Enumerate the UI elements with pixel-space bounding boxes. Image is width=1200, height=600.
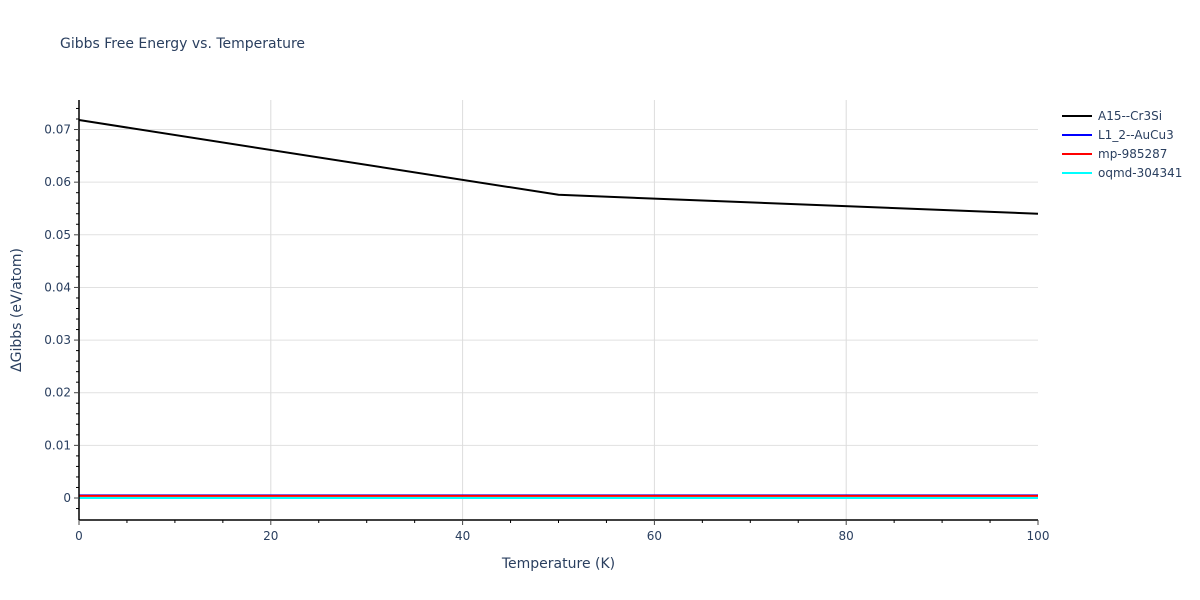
x-axis-title: Temperature (K) <box>501 556 615 572</box>
x-tick-label: 100 <box>1027 529 1050 543</box>
legend-line-icon <box>1062 133 1092 136</box>
legend-label: A15--Cr3Si <box>1098 108 1163 123</box>
y-tick-label: 0.01 <box>44 438 71 452</box>
y-tick-label: 0.04 <box>44 280 71 294</box>
legend-item[interactable]: L1_2--AuCu3 <box>1062 125 1182 144</box>
y-tick-label: 0.07 <box>44 123 71 137</box>
x-tick-label: 60 <box>647 529 662 543</box>
chart-title: Gibbs Free Energy vs. Temperature <box>60 36 306 52</box>
legend-label: oqmd-304341 <box>1098 165 1183 180</box>
y-tick-label: 0.06 <box>44 175 71 189</box>
legend-line-icon <box>1062 171 1092 174</box>
legend-line-icon <box>1062 152 1092 155</box>
legend-item[interactable]: A15--Cr3Si <box>1062 106 1182 125</box>
y-tick-label: 0.05 <box>44 228 71 242</box>
x-tick-label: 20 <box>263 529 278 543</box>
y-tick-label: 0 <box>63 491 71 505</box>
x-tick-label: 0 <box>75 529 83 543</box>
legend: A15--Cr3Si L1_2--AuCu3 mp-985287 oqmd-30434… <box>1062 106 1182 182</box>
legend-line-icon <box>1062 114 1092 117</box>
y-tick-label: 0.03 <box>44 333 71 347</box>
series-line-a15-cr3si[interactable] <box>78 119 1039 215</box>
y-axis-title: ΔGibbs (eV/atom) <box>9 248 25 372</box>
x-tick-label: 80 <box>839 529 854 543</box>
legend-label: mp-985287 <box>1098 146 1168 161</box>
legend-item[interactable]: oqmd-304341 <box>1062 163 1182 182</box>
y-tick-label: 0.02 <box>44 386 71 400</box>
x-tick-label: 40 <box>455 529 470 543</box>
legend-item[interactable]: mp-985287 <box>1062 144 1182 163</box>
legend-label: L1_2--AuCu3 <box>1098 127 1174 142</box>
